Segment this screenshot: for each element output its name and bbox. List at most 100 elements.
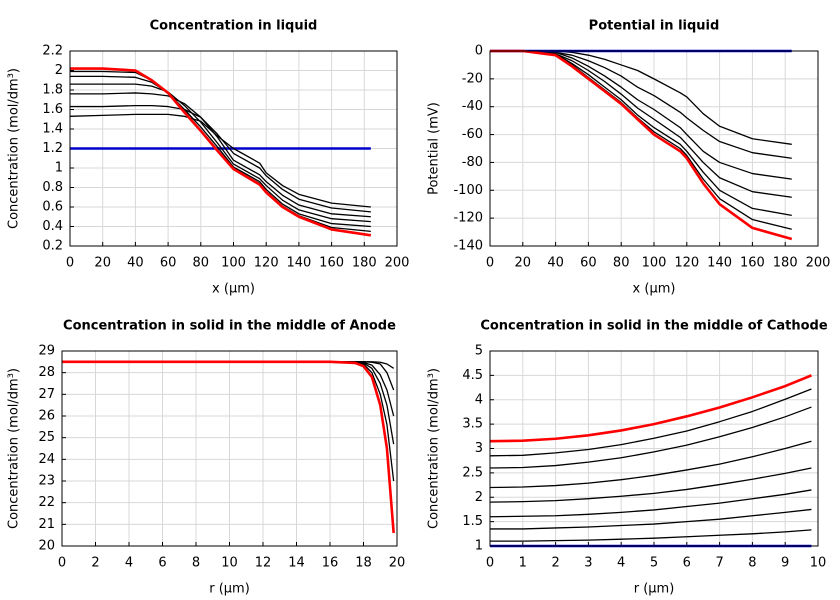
x-tick-label: 40 — [547, 256, 564, 271]
series-line — [489, 489, 812, 518]
y-tick-label: 20 — [38, 539, 55, 554]
chart-title: Concentration in solid in the middle of … — [63, 319, 396, 334]
y-tick-label: -140 — [453, 239, 483, 254]
series-line — [490, 50, 792, 230]
x-tick-label: 180 — [352, 256, 377, 271]
series-line — [70, 67, 372, 237]
series-line — [490, 50, 792, 217]
y-tick-label: 1.5 — [462, 514, 483, 529]
series-line — [490, 508, 812, 530]
x-tick-label: 20 — [515, 256, 532, 271]
chart-title: Concentration in liquid — [150, 19, 318, 34]
series-line — [489, 374, 812, 443]
y-tick-label: 26 — [38, 409, 55, 424]
plot-frame — [69, 50, 398, 247]
x-tick-label: 20 — [94, 256, 111, 271]
x-tick-label: 120 — [254, 256, 279, 271]
x-tick-label: 0 — [58, 556, 66, 571]
x-axis-label: r (µm) — [634, 582, 675, 597]
x-tick-label: 8 — [192, 556, 200, 571]
y-tick-label: 0.8 — [42, 180, 63, 195]
series-line — [489, 406, 812, 469]
series-line — [490, 49, 793, 241]
series-line — [490, 50, 792, 145]
x-tick-label: 160 — [740, 256, 765, 271]
x-tick-label: 140 — [707, 256, 732, 271]
x-tick-label: 100 — [642, 256, 667, 271]
y-tick-label: 21 — [38, 517, 55, 532]
x-tick-label: 200 — [806, 256, 831, 271]
x-tick-label: 8 — [748, 556, 756, 571]
series-line — [489, 388, 812, 457]
y-tick-label: 2.5 — [462, 465, 483, 480]
series-line — [490, 50, 792, 180]
y-tick-label: 28 — [38, 365, 55, 380]
y-tick-label: -60 — [462, 127, 483, 142]
y-tick-label: -20 — [462, 71, 483, 86]
x-tick-label: 4 — [125, 556, 133, 571]
x-tick-label: 9 — [781, 556, 789, 571]
y-axis-label: Potential (mV) — [427, 102, 442, 195]
y-tick-label: 2 — [55, 63, 63, 78]
y-tick-label: 3.5 — [462, 417, 483, 432]
y-tick-label: 1.6 — [42, 102, 63, 117]
series-line — [70, 92, 371, 218]
series-line — [62, 360, 395, 534]
x-tick-label: 100 — [221, 256, 246, 271]
x-tick-label: 60 — [580, 256, 597, 271]
series-line — [70, 83, 371, 223]
series-line — [62, 361, 395, 445]
series-line — [490, 50, 792, 159]
y-tick-label: 0 — [475, 44, 483, 59]
x-tick-label: 10 — [810, 556, 827, 571]
y-tick-label: -40 — [462, 99, 483, 114]
y-tick-label: 1 — [55, 161, 63, 176]
plot-frame — [489, 50, 819, 247]
series-line — [490, 529, 812, 542]
y-tick-label: -80 — [462, 155, 483, 170]
x-axis-label: r (µm) — [209, 582, 250, 597]
series-line — [69, 113, 371, 208]
series-line — [62, 361, 395, 391]
x-tick-label: 0 — [486, 256, 494, 271]
x-axis-label: x (µm) — [212, 282, 255, 297]
series-line — [490, 50, 792, 198]
x-tick-label: 0 — [486, 556, 494, 571]
y-axis-label: Concentration (mol/dm³) — [7, 68, 22, 229]
x-tick-label: 80 — [193, 256, 210, 271]
y-tick-label: 24 — [38, 452, 55, 467]
plot-frame — [489, 350, 819, 547]
x-tick-label: 80 — [613, 256, 630, 271]
x-tick-label: 6 — [158, 556, 166, 571]
x-tick-label: 5 — [650, 556, 658, 571]
y-tick-label: 0.2 — [42, 239, 63, 254]
y-tick-label: 2 — [475, 490, 483, 505]
series-line — [70, 104, 371, 213]
x-tick-label: 20 — [389, 556, 406, 571]
x-tick-label: 10 — [221, 556, 238, 571]
y-axis-label: Concentration (mol/dm³) — [427, 368, 442, 529]
y-tick-label: 3 — [475, 441, 483, 456]
y-tick-label: 29 — [38, 344, 55, 359]
series-line — [62, 361, 395, 482]
series-line — [489, 440, 812, 489]
x-tick-label: 2 — [551, 556, 559, 571]
x-tick-label: 140 — [286, 256, 311, 271]
y-tick-label: 0.4 — [42, 219, 63, 234]
x-tick-label: 14 — [288, 556, 305, 571]
y-tick-label: 27 — [38, 387, 55, 402]
series-line — [70, 75, 371, 228]
x-tick-label: 2 — [91, 556, 99, 571]
plot-frame — [61, 350, 398, 547]
y-axis-label: Concentration (mol/dm³) — [7, 368, 22, 529]
x-tick-label: 180 — [773, 256, 798, 271]
x-tick-label: 16 — [322, 556, 339, 571]
y-tick-label: 1.4 — [42, 122, 63, 137]
x-tick-label: 120 — [674, 256, 699, 271]
y-tick-label: 1.2 — [42, 141, 63, 156]
x-axis-label: x (µm) — [633, 282, 676, 297]
y-tick-label: 1 — [475, 539, 483, 554]
x-tick-label: 160 — [319, 256, 344, 271]
y-tick-label: 4.5 — [462, 368, 483, 383]
